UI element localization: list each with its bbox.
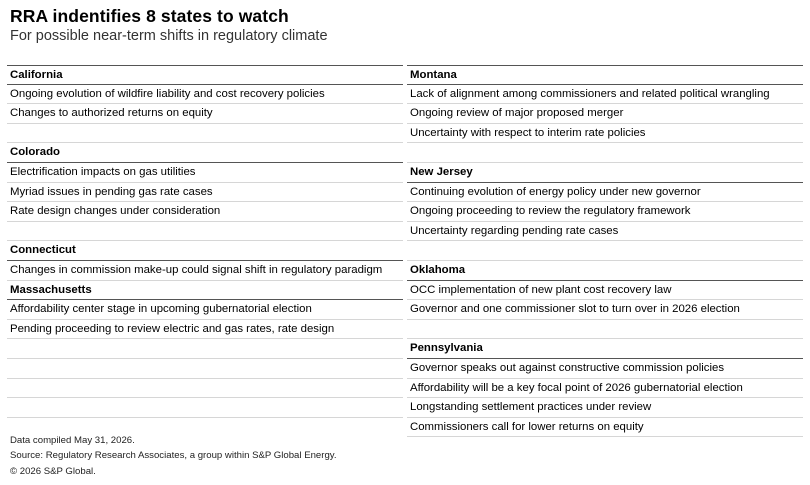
state-heading: Pennsylvania xyxy=(407,339,803,359)
blank-row xyxy=(7,222,403,242)
state-item: Changes in commission make-up could sign… xyxy=(7,261,403,281)
state-item: Affordability center stage in upcoming g… xyxy=(7,300,403,320)
footer-notes: Data compiled May 31, 2026. Source: Regu… xyxy=(10,433,337,479)
blank-row xyxy=(7,398,403,418)
blank-row xyxy=(7,359,403,379)
blank-row xyxy=(7,339,403,359)
state-heading: New Jersey xyxy=(407,163,803,183)
state-item: Commissioners call for lower returns on … xyxy=(407,418,803,438)
state-item: Uncertainty regarding pending rate cases xyxy=(407,222,803,242)
right-column: Montana Lack of alignment among commissi… xyxy=(407,65,803,438)
state-item: Rate design changes under consideration xyxy=(7,202,403,222)
blank-row xyxy=(7,124,403,144)
state-heading: Massachusetts xyxy=(7,281,403,301)
state-heading: Colorado xyxy=(7,143,403,163)
state-item: Governor and one commissioner slot to tu… xyxy=(407,300,803,320)
state-item: Pending proceeding to review electric an… xyxy=(7,320,403,340)
state-item: OCC implementation of new plant cost rec… xyxy=(407,281,803,301)
state-item: Lack of alignment among commissioners an… xyxy=(407,85,803,105)
state-item: Changes to authorized returns on equity xyxy=(7,104,403,124)
state-item: Myriad issues in pending gas rate cases xyxy=(7,183,403,203)
source-note: Source: Regulatory Research Associates, … xyxy=(10,450,337,462)
state-heading: California xyxy=(7,65,403,85)
state-item: Ongoing proceeding to review the regulat… xyxy=(407,202,803,222)
state-item: Longstanding settlement practices under … xyxy=(407,398,803,418)
state-item: Continuing evolution of energy policy un… xyxy=(407,183,803,203)
state-heading: Montana xyxy=(407,65,803,85)
state-item: Ongoing evolution of wildfire liability … xyxy=(7,85,403,105)
state-item: Ongoing review of major proposed merger xyxy=(407,104,803,124)
state-heading: Connecticut xyxy=(7,241,403,261)
data-compiled-note: Data compiled May 31, 2026. xyxy=(10,435,135,446)
blank-row xyxy=(407,320,803,340)
blank-row xyxy=(407,241,803,261)
page-title: RRA indentifies 8 states to watch xyxy=(10,6,289,26)
state-heading: Oklahoma xyxy=(407,261,803,281)
blank-row xyxy=(7,379,403,399)
state-item: Affordability will be a key focal point … xyxy=(407,379,803,399)
left-column: California Ongoing evolution of wildfire… xyxy=(7,65,403,418)
state-item: Uncertainty with respect to interim rate… xyxy=(407,124,803,144)
copyright-note: © 2026 S&P Global. xyxy=(10,465,96,477)
state-item: Governor speaks out against constructive… xyxy=(407,359,803,379)
blank-row xyxy=(407,143,803,163)
page-subtitle: For possible near-term shifts in regulat… xyxy=(10,28,328,44)
state-item: Electrification impacts on gas utilities xyxy=(7,163,403,183)
